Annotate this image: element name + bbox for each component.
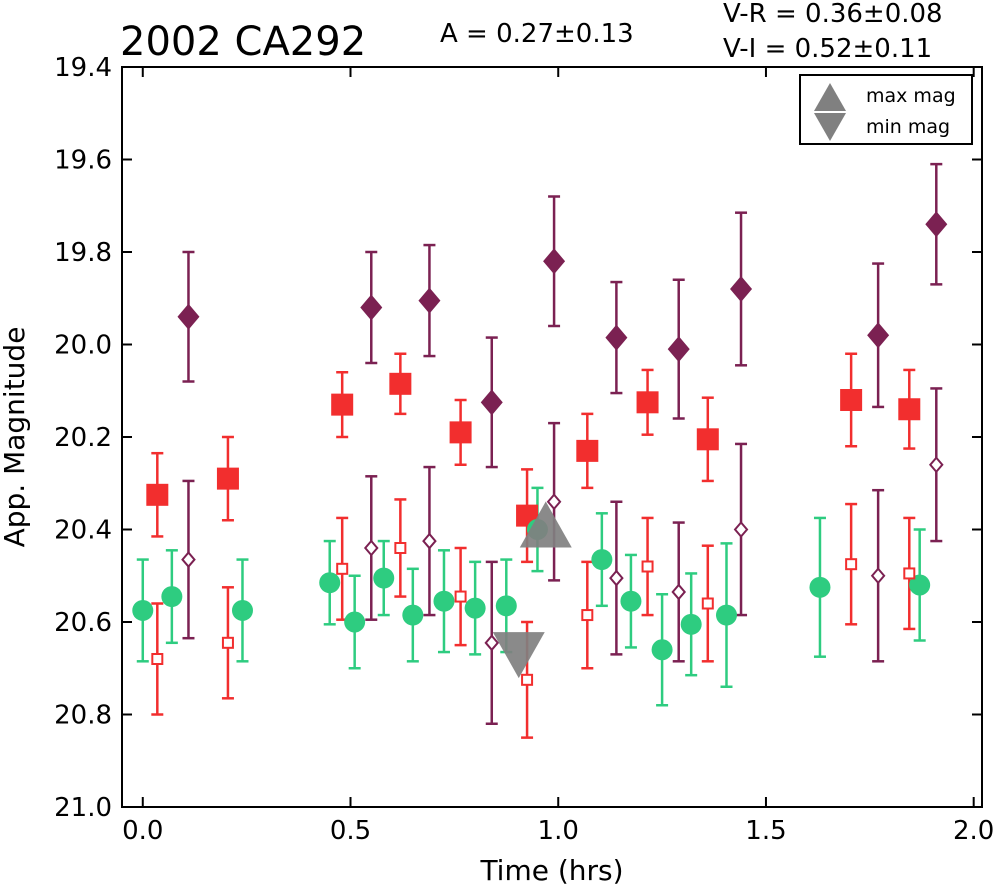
min-mag-marker bbox=[492, 632, 545, 679]
legend-max-mag-icon bbox=[814, 83, 846, 111]
color-index-vr: V-R = 0.36±0.08 bbox=[723, 0, 943, 29]
point-circle-filled-5 bbox=[373, 567, 395, 589]
error-bars bbox=[136, 162, 943, 739]
data-points bbox=[132, 211, 948, 686]
point-circle-filled-11 bbox=[591, 549, 613, 571]
point-diamond-filled-0 bbox=[177, 303, 200, 330]
point-square-open-5 bbox=[521, 673, 534, 686]
point-diamond-filled-5 bbox=[605, 324, 628, 351]
point-circle-filled-4 bbox=[344, 611, 366, 633]
legend-max-mag-label: max mag bbox=[866, 85, 956, 107]
point-square-filled-8 bbox=[696, 428, 719, 451]
point-diamond-open-2 bbox=[422, 532, 437, 550]
point-diamond-filled-9 bbox=[925, 211, 948, 238]
legend-min-mag-label: min mag bbox=[866, 116, 950, 138]
point-diamond-open-9 bbox=[928, 456, 944, 474]
x-tick-label: 2.0 bbox=[953, 816, 994, 846]
point-diamond-filled-7 bbox=[730, 276, 753, 302]
point-square-open-6 bbox=[581, 609, 594, 622]
point-square-open-1 bbox=[221, 636, 234, 649]
y-tick-label: 20.0 bbox=[54, 331, 112, 361]
x-tick-label: 0.0 bbox=[122, 816, 163, 846]
y-tick-label: 20.2 bbox=[54, 423, 112, 453]
point-circle-filled-6 bbox=[402, 604, 424, 626]
y-tick-label: 21.0 bbox=[54, 793, 112, 823]
point-circle-filled-16 bbox=[809, 576, 831, 598]
point-square-open-4 bbox=[454, 590, 467, 603]
point-square-filled-10 bbox=[898, 398, 921, 421]
point-square-filled-0 bbox=[146, 483, 169, 506]
x-axis-label: Time (hrs) bbox=[479, 854, 623, 887]
point-circle-filled-12 bbox=[620, 590, 642, 612]
plot-frame bbox=[121, 66, 983, 808]
point-circle-filled-2 bbox=[231, 599, 253, 621]
y-tick-label: 19.4 bbox=[54, 53, 112, 83]
point-diamond-open-8 bbox=[870, 567, 886, 585]
point-circle-filled-8 bbox=[464, 597, 486, 619]
y-tick-label: 19.8 bbox=[54, 238, 112, 268]
legend-min-mag-icon bbox=[814, 113, 846, 141]
point-diamond-filled-6 bbox=[667, 336, 690, 363]
point-diamond-filled-4 bbox=[543, 248, 566, 275]
point-diamond-filled-8 bbox=[867, 322, 890, 349]
point-square-open-3 bbox=[394, 542, 407, 554]
y-tick-label: 19.6 bbox=[54, 146, 112, 176]
point-circle-filled-0 bbox=[132, 599, 154, 621]
point-diamond-filled-3 bbox=[480, 389, 503, 416]
point-square-filled-9 bbox=[840, 389, 863, 411]
point-diamond-filled-2 bbox=[418, 287, 441, 314]
point-square-filled-4 bbox=[449, 421, 472, 444]
point-square-filled-7 bbox=[636, 391, 659, 414]
y-tick-label: 20.4 bbox=[54, 516, 112, 546]
point-diamond-open-5 bbox=[609, 569, 624, 587]
point-diamond-filled-1 bbox=[360, 294, 383, 321]
point-square-open-7 bbox=[641, 560, 654, 573]
x-tick-label: 1.5 bbox=[745, 816, 786, 846]
point-square-open-8 bbox=[701, 597, 714, 610]
y-tick-label: 20.8 bbox=[54, 701, 112, 731]
point-square-filled-3 bbox=[389, 372, 412, 395]
point-diamond-open-1 bbox=[363, 539, 379, 557]
legend: max mag min mag bbox=[799, 74, 973, 145]
point-square-open-9 bbox=[845, 558, 858, 571]
point-circle-filled-17 bbox=[909, 574, 931, 596]
point-diamond-open-4 bbox=[546, 493, 562, 511]
point-square-open-0 bbox=[151, 653, 164, 665]
point-square-filled-1 bbox=[216, 467, 239, 490]
point-circle-filled-1 bbox=[161, 586, 183, 608]
axis-ticks: 0.0 0.5 1.0 1.5 2.0 19.4 19.6 19.8 20.0 20.2 20.4 2… bbox=[54, 53, 994, 846]
point-square-open-10 bbox=[903, 567, 916, 580]
max-mag-marker bbox=[519, 501, 572, 548]
point-diamond-open-7 bbox=[733, 520, 749, 539]
amplitude-label: A = 0.27±0.13 bbox=[440, 19, 634, 49]
point-circle-filled-9 bbox=[495, 595, 517, 617]
point-circle-filled-13 bbox=[651, 639, 673, 661]
point-square-filled-6 bbox=[576, 439, 599, 462]
color-index-vi: V-I = 0.52±0.11 bbox=[723, 34, 932, 64]
x-tick-label: 1.0 bbox=[538, 816, 579, 846]
point-circle-filled-3 bbox=[319, 572, 341, 594]
point-square-filled-2 bbox=[331, 393, 354, 416]
point-diamond-open-6 bbox=[671, 583, 687, 601]
point-circle-filled-15 bbox=[715, 604, 737, 626]
point-diamond-open-3 bbox=[484, 634, 500, 652]
point-circle-filled-14 bbox=[680, 613, 702, 635]
chart-title: 2002 CA292 bbox=[120, 19, 366, 65]
point-diamond-open-0 bbox=[181, 551, 196, 569]
y-axis-label: App. Magnitude bbox=[0, 327, 31, 548]
point-square-open-2 bbox=[336, 562, 349, 575]
y-tick-label: 20.6 bbox=[54, 608, 112, 638]
x-tick-label: 0.5 bbox=[330, 816, 371, 846]
point-circle-filled-7 bbox=[433, 590, 455, 612]
